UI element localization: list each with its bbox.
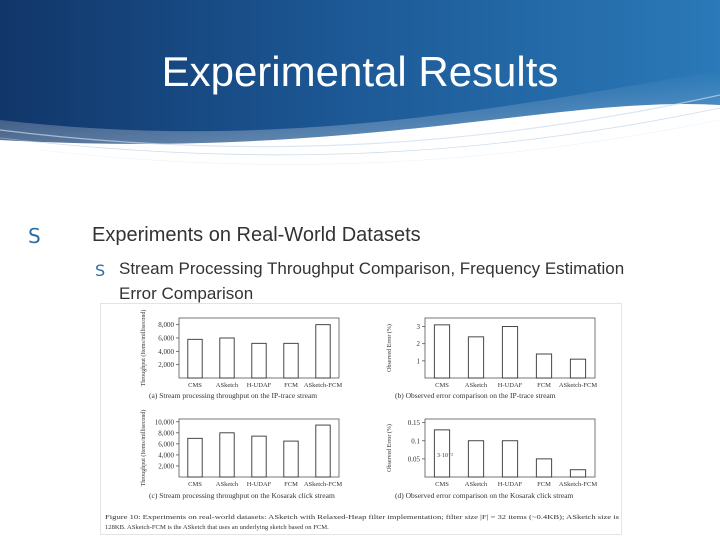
chart-panel-2: 1 2 3 Observed Error (%) CMS ASketch H-UDAF FCM… (386, 317, 598, 400)
bar-h-udaf (501, 326, 519, 379)
x-tick-label: ASketch (216, 481, 239, 488)
bar-asketch (219, 432, 235, 478)
figure-canvas: 2,000 4,000 6,000 8,000 Throughput (Items/mi… (105, 310, 620, 531)
bar-asketch-fcm (315, 324, 331, 379)
x-tick-label: FCM (284, 481, 298, 488)
y-tick-label: 3 (417, 323, 421, 331)
x-tick-label: ASketch (465, 481, 488, 488)
banner-background (0, 0, 720, 165)
chart-caption: (b) Observed error comparison on the IP-… (395, 391, 556, 400)
x-tick-label: H-UDAF (247, 382, 272, 389)
bar-cms (187, 437, 203, 478)
bar-cms (433, 429, 451, 478)
bar-asketch (467, 336, 485, 379)
y-tick-label: 10,000 (155, 418, 175, 426)
x-tick-label: H-UDAF (247, 481, 272, 488)
x-tick-label: CMS (188, 481, 202, 488)
x-tick-label: ASketch-FCM (304, 382, 343, 389)
chart-panel-4: 0.05 0.1 0.15 Observed Error (%) CMS ASketch H… (386, 418, 598, 500)
bar-fcm (283, 342, 299, 379)
x-tick-label: H-UDAF (498, 481, 523, 488)
x-tick-label: ASketch (465, 382, 488, 389)
y-tick-label: 0.1 (411, 437, 420, 445)
bullet-glyph: S (95, 261, 106, 280)
y-tick-label: 4,000 (158, 451, 174, 459)
title-banner (0, 0, 720, 180)
chart-annotation: 3·10⁻² (437, 453, 453, 459)
bullet-level-2: S Stream Processing Throughput Compariso… (95, 256, 635, 306)
bar-h-udaf (501, 440, 519, 478)
y-tick-label: 6,000 (158, 440, 174, 448)
slide-title: Experimental Results (161, 48, 559, 95)
bullet-level-1: S Experiments on Real-World Datasets (28, 224, 421, 248)
bar-h-udaf (251, 435, 267, 478)
chart-panel-3: 2,000 4,000 6,000 8,000 10,000 Throughput (It… (140, 410, 342, 500)
bar-asketch-fcm (569, 469, 587, 478)
bullet-text: Experiments on Real-World Datasets (92, 224, 421, 246)
y-axis-label: Throughput (Items/millisecond) (140, 410, 147, 487)
bar-asketch (467, 440, 485, 478)
x-tick-label: ASketch (216, 382, 239, 389)
bar-fcm (283, 440, 299, 478)
bar-asketch-fcm (315, 424, 331, 478)
bar-asketch-fcm (569, 358, 587, 379)
x-tick-label: FCM (537, 382, 551, 389)
x-tick-label: CMS (435, 481, 449, 488)
results-figure: 2,000 4,000 6,000 8,000 Throughput (Items/mi… (100, 303, 622, 535)
x-tick-label: ASketch-FCM (304, 481, 343, 488)
bar-asketch (219, 337, 235, 379)
bar-cms (433, 324, 451, 379)
x-tick-label: FCM (284, 382, 298, 389)
x-tick-label: ASketch-FCM (559, 481, 598, 488)
chart-caption: (d) Observed error comparison on the Kos… (395, 491, 573, 500)
bar-cms (187, 338, 203, 379)
y-tick-label: 2 (417, 340, 421, 348)
x-tick-label: FCM (537, 481, 551, 488)
y-axis-label: Observed Error (%) (386, 324, 393, 372)
figure-caption-line-2: 128KB. ASketch-FCM is the ASketch that u… (105, 524, 329, 531)
bar-fcm (535, 353, 553, 379)
bar-fcm (535, 458, 553, 478)
bullet-text: Stream Processing Throughput Comparison,… (119, 259, 625, 303)
chart-panel-1: 2,000 4,000 6,000 8,000 Throughput (Items/mi… (140, 310, 342, 400)
figure-caption-line-1: Figure 10: Experiments on real-world dat… (105, 514, 620, 521)
y-axis-label: Observed Error (%) (386, 424, 393, 472)
chart-caption: (c) Stream processing throughput on the … (149, 491, 335, 500)
y-tick-label: 8,000 (158, 321, 174, 329)
x-tick-label: ASketch-FCM (559, 382, 598, 389)
bullet-glyph: S (28, 224, 41, 248)
y-tick-label: 0.15 (408, 419, 421, 427)
y-axis-label: Throughput (Items/millisecond) (140, 310, 147, 387)
x-tick-label: CMS (435, 382, 449, 389)
chart-caption: (a) Stream processing throughput on the … (149, 391, 317, 400)
y-tick-label: 4,000 (158, 348, 174, 356)
y-tick-label: 1 (417, 357, 421, 365)
bar-h-udaf (251, 342, 267, 379)
y-tick-label: 0.05 (408, 455, 421, 463)
y-tick-label: 6,000 (158, 335, 174, 343)
x-tick-label: H-UDAF (498, 382, 523, 389)
y-tick-label: 2,000 (158, 361, 174, 369)
y-tick-label: 8,000 (158, 429, 174, 437)
y-tick-label: 2,000 (158, 462, 174, 470)
x-tick-label: CMS (188, 382, 202, 389)
